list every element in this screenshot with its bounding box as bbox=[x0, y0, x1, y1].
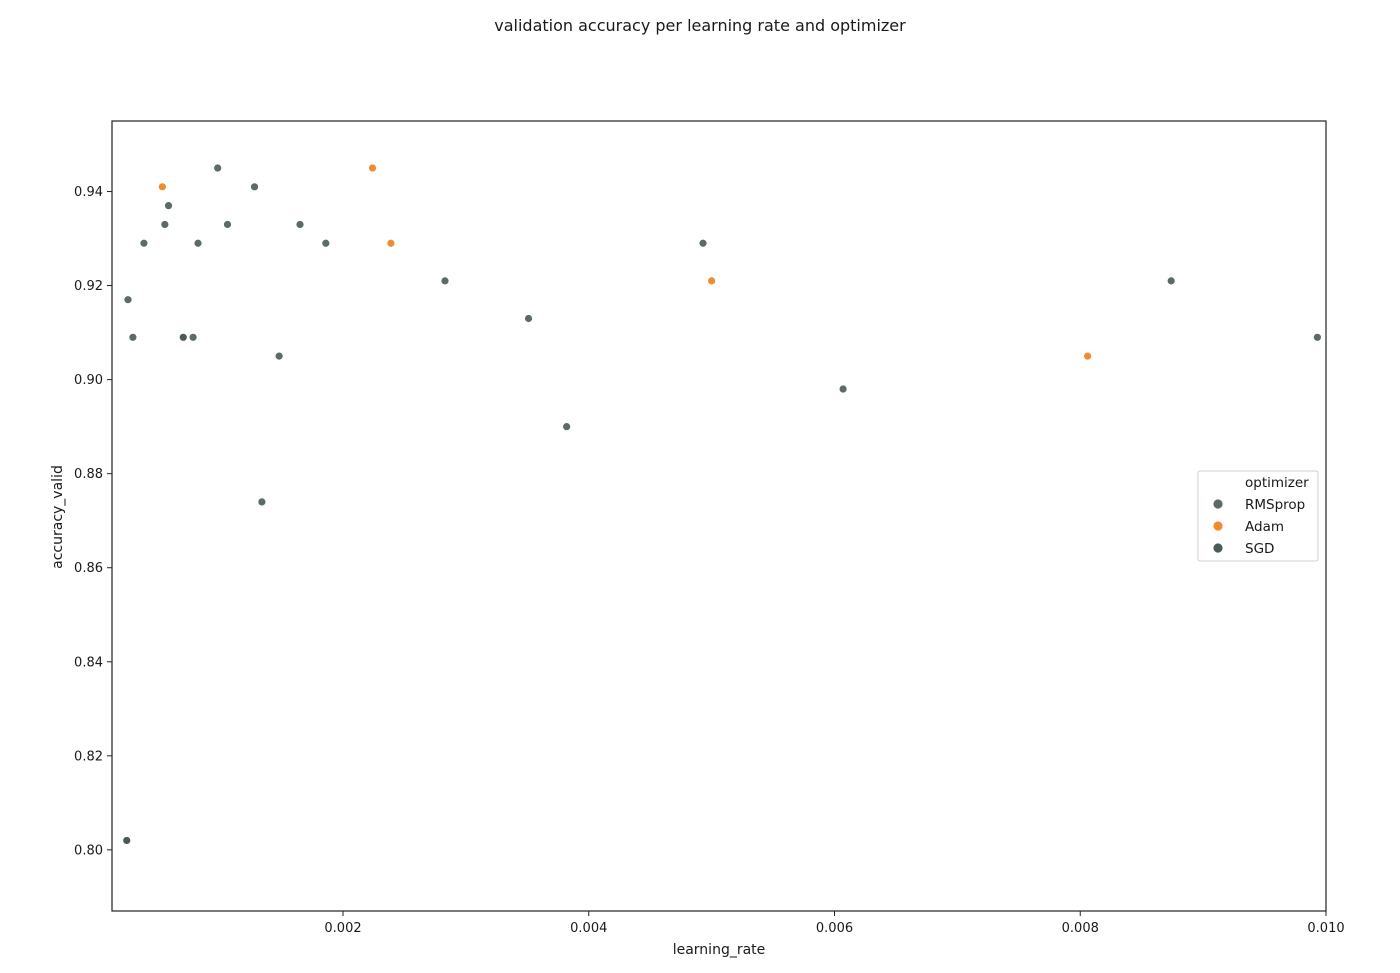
data-point-adam bbox=[707, 276, 717, 286]
data-point-sgd bbox=[178, 332, 188, 342]
data-point-rmsprop bbox=[139, 238, 149, 248]
x-tick-label: 0.002 bbox=[324, 921, 361, 936]
legend-box bbox=[1197, 470, 1319, 562]
legend-marker-sgd bbox=[1212, 542, 1224, 554]
x-axis-label: learning_rate bbox=[673, 942, 766, 958]
y-tick-label: 0.90 bbox=[74, 373, 103, 388]
data-point-rmsprop bbox=[123, 295, 133, 305]
y-tick-label: 0.80 bbox=[74, 843, 103, 858]
data-points bbox=[122, 163, 1322, 845]
y-tick-label: 0.88 bbox=[74, 467, 103, 482]
legend-label-rmsprop: RMSprop bbox=[1245, 497, 1305, 513]
plot-area bbox=[111, 120, 1327, 912]
data-point-rmsprop bbox=[128, 332, 138, 342]
data-point-rmsprop bbox=[321, 238, 331, 248]
legend: optimizer RMSprop Adam SGD bbox=[1197, 470, 1319, 562]
data-point-rmsprop bbox=[562, 422, 572, 432]
x-tick-label: 0.008 bbox=[1062, 921, 1099, 936]
y-tick-label: 0.86 bbox=[74, 561, 103, 576]
x-tick-label: 0.010 bbox=[1307, 921, 1344, 936]
y-axis: 0.80 0.82 0.84 0.86 0.88 0.90 0.92 0.94 bbox=[74, 185, 112, 858]
data-point-adam bbox=[386, 238, 396, 248]
data-point-rmsprop bbox=[524, 314, 533, 323]
data-point-adam bbox=[368, 163, 377, 173]
data-point-rmsprop bbox=[295, 220, 305, 229]
data-point-rmsprop bbox=[838, 384, 848, 394]
data-point-rmsprop bbox=[274, 351, 284, 361]
data-point-rmsprop bbox=[257, 497, 267, 507]
legend-title: optimizer bbox=[1245, 475, 1309, 491]
legend-label-sgd: SGD bbox=[1245, 541, 1274, 557]
data-point-rmsprop bbox=[250, 182, 259, 192]
legend-marker-rmsprop bbox=[1212, 498, 1224, 510]
data-point-rmsprop bbox=[1312, 332, 1322, 342]
x-tick-label: 0.004 bbox=[570, 921, 607, 936]
data-point-rmsprop bbox=[440, 276, 450, 286]
x-tick-label: 0.006 bbox=[816, 921, 853, 936]
data-point-rmsprop bbox=[164, 201, 173, 211]
data-point-rmsprop bbox=[193, 238, 203, 248]
x-axis: 0.002 0.004 0.006 0.008 0.010 bbox=[324, 911, 1345, 936]
y-tick-label: 0.84 bbox=[74, 655, 103, 670]
y-tick-label: 0.92 bbox=[74, 279, 103, 294]
data-point-rmsprop bbox=[698, 238, 708, 248]
legend-label-adam: Adam bbox=[1245, 519, 1284, 535]
data-point-adam bbox=[157, 182, 167, 192]
data-point-adam bbox=[1083, 351, 1093, 361]
legend-marker-adam bbox=[1212, 520, 1224, 532]
data-point-rmsprop bbox=[160, 220, 170, 229]
y-tick-label: 0.94 bbox=[74, 185, 103, 200]
data-point-rmsprop bbox=[188, 332, 198, 342]
chart-title: validation accuracy per learning rate an… bbox=[494, 16, 906, 35]
data-point-sgd bbox=[122, 836, 132, 845]
data-point-rmsprop bbox=[223, 220, 232, 229]
data-point-rmsprop bbox=[1166, 276, 1176, 286]
y-axis-label: accuracy_valid bbox=[50, 465, 66, 569]
data-point-rmsprop bbox=[213, 163, 223, 173]
y-tick-label: 0.82 bbox=[74, 749, 103, 764]
